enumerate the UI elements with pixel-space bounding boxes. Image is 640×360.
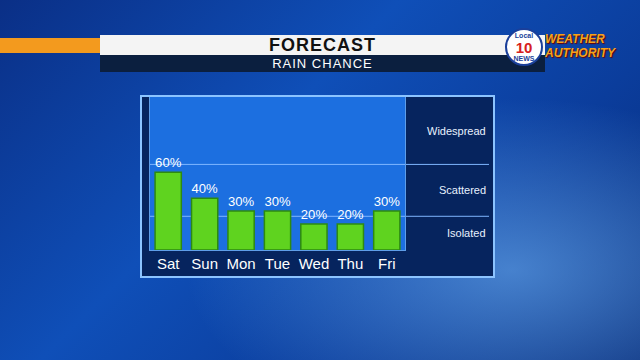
svg-text:Wed: Wed [299,255,330,272]
svg-text:Scattered: Scattered [439,184,486,196]
svg-text:Widespread: Widespread [427,125,486,137]
svg-text:30%: 30% [228,194,255,209]
svg-text:Tue: Tue [265,255,290,272]
svg-text:Fri: Fri [378,255,396,272]
html-text:WEATHER AUTHORITY: WEATHER AUTHORITY [545,32,615,60]
svg-text:Sat: Sat [157,255,180,272]
svg-text:30%: 30% [264,194,291,209]
html-text:10: 10 [515,39,533,56]
html-text:NEWS: NEWS [513,55,535,62]
svg-text:40%: 40% [192,181,219,196]
svg-text:Mon: Mon [226,255,255,272]
html-text:FORECAST: FORECAST [269,35,376,55]
svg-text:30%: 30% [374,194,401,209]
svg-text:Isolated: Isolated [447,227,486,239]
html-text:Local: Local [514,32,534,39]
svg-text:20%: 20% [301,207,328,222]
svg-text:20%: 20% [337,207,364,222]
svg-text:60%: 60% [155,155,182,170]
html-text:RAIN CHANCE: RAIN CHANCE [272,56,373,71]
svg-text:Sun: Sun [191,255,218,272]
svg-text:Thu: Thu [337,255,363,272]
